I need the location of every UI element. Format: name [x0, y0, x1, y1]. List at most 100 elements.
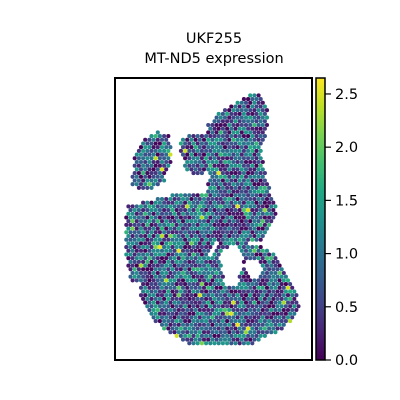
spot — [155, 256, 160, 261]
spot — [252, 122, 257, 128]
spot — [185, 278, 190, 283]
spot — [187, 237, 192, 242]
spot — [189, 211, 194, 216]
spot — [246, 326, 251, 331]
spot — [204, 148, 209, 153]
spot — [258, 156, 263, 161]
spot — [214, 285, 219, 290]
spot — [199, 222, 204, 227]
spot — [229, 111, 234, 116]
spot — [250, 171, 255, 176]
spot — [168, 315, 173, 320]
spot — [233, 141, 238, 146]
spot — [206, 204, 211, 209]
spot — [243, 108, 249, 113]
spot — [239, 226, 244, 231]
spot — [239, 293, 244, 298]
spot — [210, 211, 215, 216]
spot — [168, 159, 173, 165]
spot — [178, 222, 183, 227]
spot — [239, 174, 244, 179]
spot — [262, 104, 267, 109]
spot — [170, 326, 175, 331]
spot — [210, 167, 215, 172]
spot — [288, 289, 293, 294]
spot — [195, 274, 200, 279]
spot — [199, 193, 204, 198]
spot — [189, 204, 194, 209]
spot — [193, 322, 198, 327]
spot — [178, 311, 183, 316]
spot — [216, 193, 221, 198]
spot — [229, 178, 234, 183]
spot — [292, 289, 297, 294]
spot — [262, 222, 267, 227]
spot — [138, 167, 144, 172]
spot — [141, 222, 146, 227]
spot — [136, 230, 141, 235]
spot — [168, 145, 173, 150]
spot — [220, 333, 225, 338]
spot — [151, 248, 156, 253]
spot — [275, 282, 280, 287]
spot — [262, 259, 267, 264]
spot — [290, 293, 295, 298]
spot — [201, 196, 207, 202]
spot — [214, 167, 219, 172]
spot — [208, 333, 213, 338]
spot — [208, 193, 213, 198]
spot — [269, 270, 274, 276]
spot — [170, 237, 175, 242]
spot — [222, 115, 228, 120]
spot — [151, 315, 156, 320]
spot — [264, 219, 270, 224]
spot — [269, 263, 274, 268]
spot — [183, 148, 188, 153]
spot — [143, 233, 148, 239]
spot — [172, 307, 177, 313]
spot — [252, 145, 257, 150]
spot — [204, 141, 209, 146]
spot — [210, 270, 215, 276]
spot — [145, 245, 150, 250]
spot — [260, 196, 265, 202]
spot — [227, 122, 232, 128]
spot — [210, 137, 215, 142]
spot — [222, 226, 228, 231]
spot — [250, 97, 255, 102]
spot — [237, 141, 242, 146]
spot — [258, 252, 263, 257]
spot — [258, 282, 263, 287]
spot — [168, 263, 173, 268]
spot — [246, 134, 251, 139]
spot — [138, 211, 144, 216]
spot — [124, 252, 129, 257]
spot — [162, 326, 167, 331]
spot — [222, 122, 228, 128]
spot — [176, 330, 181, 335]
spot — [189, 322, 194, 327]
spot — [138, 159, 144, 165]
spot — [243, 241, 249, 246]
spot — [176, 196, 181, 202]
spot — [180, 307, 186, 313]
spot — [195, 156, 200, 161]
spot — [258, 245, 263, 250]
spot — [180, 278, 186, 283]
spot — [195, 259, 200, 264]
spot — [290, 300, 295, 305]
spot — [153, 156, 158, 161]
spot — [239, 108, 244, 113]
spot — [225, 237, 230, 242]
spot — [254, 178, 259, 183]
spot — [254, 252, 259, 257]
spot — [258, 319, 263, 324]
spot — [216, 171, 221, 176]
spot — [201, 159, 207, 165]
spot — [292, 304, 297, 309]
spot — [260, 278, 265, 283]
spot — [197, 211, 202, 216]
spot — [220, 208, 225, 213]
spot — [204, 341, 209, 346]
spot — [258, 97, 263, 102]
